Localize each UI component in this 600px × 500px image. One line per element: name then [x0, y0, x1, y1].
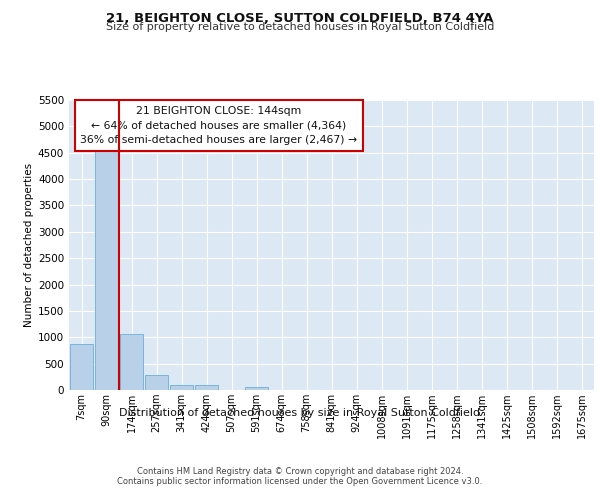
- Text: 21 BEIGHTON CLOSE: 144sqm
← 64% of detached houses are smaller (4,364)
36% of se: 21 BEIGHTON CLOSE: 144sqm ← 64% of detac…: [80, 106, 357, 146]
- Text: Distribution of detached houses by size in Royal Sutton Coldfield: Distribution of detached houses by size …: [119, 408, 481, 418]
- Text: 21, BEIGHTON CLOSE, SUTTON COLDFIELD, B74 4YA: 21, BEIGHTON CLOSE, SUTTON COLDFIELD, B7…: [106, 12, 494, 26]
- Bar: [145, 374, 168, 390]
- Bar: [170, 386, 193, 390]
- Bar: [70, 344, 93, 390]
- Bar: [120, 334, 143, 390]
- Bar: [245, 387, 268, 390]
- Text: Contains public sector information licensed under the Open Government Licence v3: Contains public sector information licen…: [118, 478, 482, 486]
- Text: Size of property relative to detached houses in Royal Sutton Coldfield: Size of property relative to detached ho…: [106, 22, 494, 32]
- Y-axis label: Number of detached properties: Number of detached properties: [24, 163, 34, 327]
- Text: Contains HM Land Registry data © Crown copyright and database right 2024.: Contains HM Land Registry data © Crown c…: [137, 468, 463, 476]
- Bar: [95, 150, 118, 390]
- Bar: [195, 386, 218, 390]
